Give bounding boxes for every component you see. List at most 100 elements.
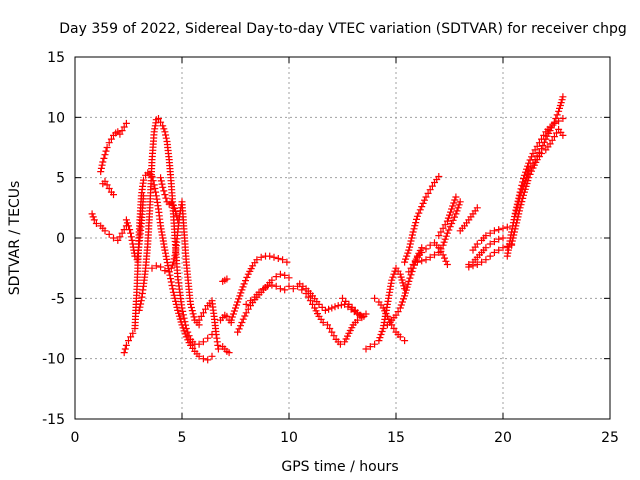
data-point (298, 286, 306, 294)
data-point (518, 186, 526, 194)
data-point (272, 273, 280, 281)
data-point (531, 146, 539, 154)
data-point (179, 307, 187, 315)
data-point (102, 147, 110, 155)
data-point (412, 219, 420, 227)
data-point (512, 222, 520, 230)
data-point (232, 304, 239, 312)
data-point (157, 263, 165, 271)
data-point (116, 130, 124, 138)
data-point (123, 219, 131, 227)
data-point (400, 295, 407, 303)
data-point (366, 343, 374, 351)
data-point (204, 356, 212, 364)
data-point (325, 305, 333, 313)
data-point (170, 255, 178, 263)
data-point (264, 282, 272, 290)
data-point (157, 177, 165, 185)
data-point (148, 264, 156, 272)
data-point (272, 282, 280, 290)
data-point (478, 258, 486, 266)
data-point (169, 258, 177, 266)
data-point (234, 328, 242, 336)
x-tick-label: 25 (601, 430, 619, 446)
data-point (184, 328, 192, 336)
data-point (195, 340, 203, 348)
data-point (190, 313, 198, 321)
data-point (451, 196, 459, 204)
y-tick-label: -5 (51, 291, 65, 307)
x-axis-label: GPS time / hours (281, 459, 398, 475)
data-point (199, 355, 207, 363)
data-point (531, 156, 539, 164)
data-point (513, 216, 521, 224)
data-point (405, 268, 413, 276)
data-point (401, 258, 409, 266)
data-point (446, 223, 454, 231)
data-point (516, 192, 524, 200)
data-point (517, 189, 525, 197)
y-tick-label: 15 (47, 50, 65, 66)
data-point (418, 257, 426, 265)
data-point (403, 252, 411, 260)
data-point (122, 341, 130, 349)
data-point (169, 288, 177, 296)
data-point (161, 128, 169, 136)
data-point (415, 209, 423, 217)
data-point (490, 238, 498, 246)
data-point (439, 241, 447, 249)
data-point (239, 315, 247, 323)
data-point (495, 235, 503, 243)
data-point (242, 300, 250, 308)
data-point (527, 163, 535, 171)
data-point (105, 139, 113, 147)
data-point (283, 258, 291, 266)
grid (75, 57, 610, 419)
data-point (122, 119, 130, 127)
data-point (208, 352, 216, 360)
data-point (406, 274, 414, 282)
data-point (473, 204, 481, 212)
data-point (105, 230, 113, 238)
data-point (514, 201, 522, 209)
data-point (285, 274, 293, 282)
data-point (445, 226, 453, 234)
data-point (173, 212, 181, 220)
data-points (88, 93, 567, 364)
data-point (233, 301, 241, 309)
data-point (482, 232, 490, 240)
data-point (199, 338, 207, 346)
y-tick-label: -15 (42, 412, 65, 428)
data-point (101, 151, 109, 159)
data-point (174, 216, 182, 224)
data-point (435, 249, 443, 256)
data-point (188, 307, 196, 315)
data-point (162, 134, 170, 142)
data-point (508, 240, 516, 248)
data-point (330, 332, 338, 340)
data-point (451, 213, 458, 221)
data-point (452, 193, 460, 201)
data-point (326, 325, 334, 332)
data-point (410, 225, 418, 233)
data-point (473, 240, 481, 248)
data-point (319, 319, 327, 326)
data-point (455, 201, 463, 209)
data-point (513, 219, 521, 227)
data-point (152, 188, 160, 196)
data-point (247, 297, 254, 305)
data-point (101, 177, 109, 185)
x-tick-label: 10 (280, 430, 298, 446)
data-point (512, 210, 520, 218)
data-point (538, 145, 545, 153)
y-tick-label: 0 (56, 231, 65, 247)
data-point (448, 205, 456, 213)
data-point (101, 227, 109, 235)
data-point (442, 232, 450, 240)
data-point (88, 210, 96, 218)
data-point (428, 182, 436, 190)
data-point (204, 334, 212, 342)
data-point (486, 229, 494, 237)
data-point (535, 148, 543, 156)
data-point (453, 207, 461, 215)
